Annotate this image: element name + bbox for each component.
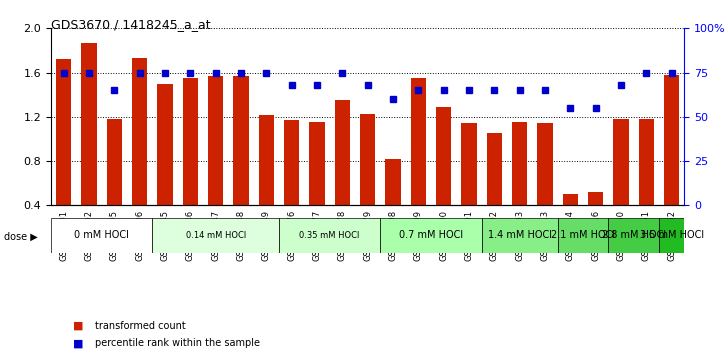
FancyBboxPatch shape <box>51 218 152 253</box>
Text: dose ▶: dose ▶ <box>4 232 37 241</box>
Text: percentile rank within the sample: percentile rank within the sample <box>95 338 260 348</box>
Bar <box>385 159 400 250</box>
Bar <box>537 124 553 250</box>
Bar <box>588 192 604 250</box>
FancyBboxPatch shape <box>659 218 684 253</box>
Bar <box>82 43 97 250</box>
Bar <box>487 133 502 250</box>
Text: 0 mM HOCl: 0 mM HOCl <box>74 230 129 240</box>
Bar <box>234 76 248 250</box>
FancyBboxPatch shape <box>558 218 609 253</box>
Bar <box>56 59 71 250</box>
Bar <box>284 120 299 250</box>
Text: 3.5 mM HOCl: 3.5 mM HOCl <box>640 230 704 240</box>
Text: 1.4 mM HOCl: 1.4 mM HOCl <box>488 230 552 240</box>
Text: ■: ■ <box>73 321 83 331</box>
Bar <box>132 58 147 250</box>
Text: GDS3670 / 1418245_a_at: GDS3670 / 1418245_a_at <box>51 18 210 31</box>
FancyBboxPatch shape <box>279 218 380 253</box>
Bar <box>335 100 350 250</box>
Bar <box>157 84 173 250</box>
Bar <box>512 122 527 250</box>
FancyBboxPatch shape <box>482 218 558 253</box>
Bar <box>309 122 325 250</box>
Bar <box>462 124 477 250</box>
Bar <box>107 119 122 250</box>
Bar <box>208 76 223 250</box>
Bar <box>563 194 578 250</box>
Bar <box>183 78 198 250</box>
Text: transformed count: transformed count <box>95 321 186 331</box>
Bar <box>258 115 274 250</box>
FancyBboxPatch shape <box>609 218 659 253</box>
Text: 0.14 mM HOCl: 0.14 mM HOCl <box>186 231 246 240</box>
Text: 2.1 mM HOCl: 2.1 mM HOCl <box>551 230 615 240</box>
Text: 0.35 mM HOCl: 0.35 mM HOCl <box>299 231 360 240</box>
Text: 0.7 mM HOCl: 0.7 mM HOCl <box>399 230 463 240</box>
FancyBboxPatch shape <box>380 218 482 253</box>
Text: ■: ■ <box>73 338 83 348</box>
Bar <box>638 119 654 250</box>
Bar <box>411 78 426 250</box>
Text: 2.8 mM HOCl: 2.8 mM HOCl <box>601 230 665 240</box>
Bar <box>360 114 375 250</box>
Bar <box>436 107 451 250</box>
FancyBboxPatch shape <box>152 218 279 253</box>
Bar <box>614 119 628 250</box>
Bar <box>664 75 679 250</box>
